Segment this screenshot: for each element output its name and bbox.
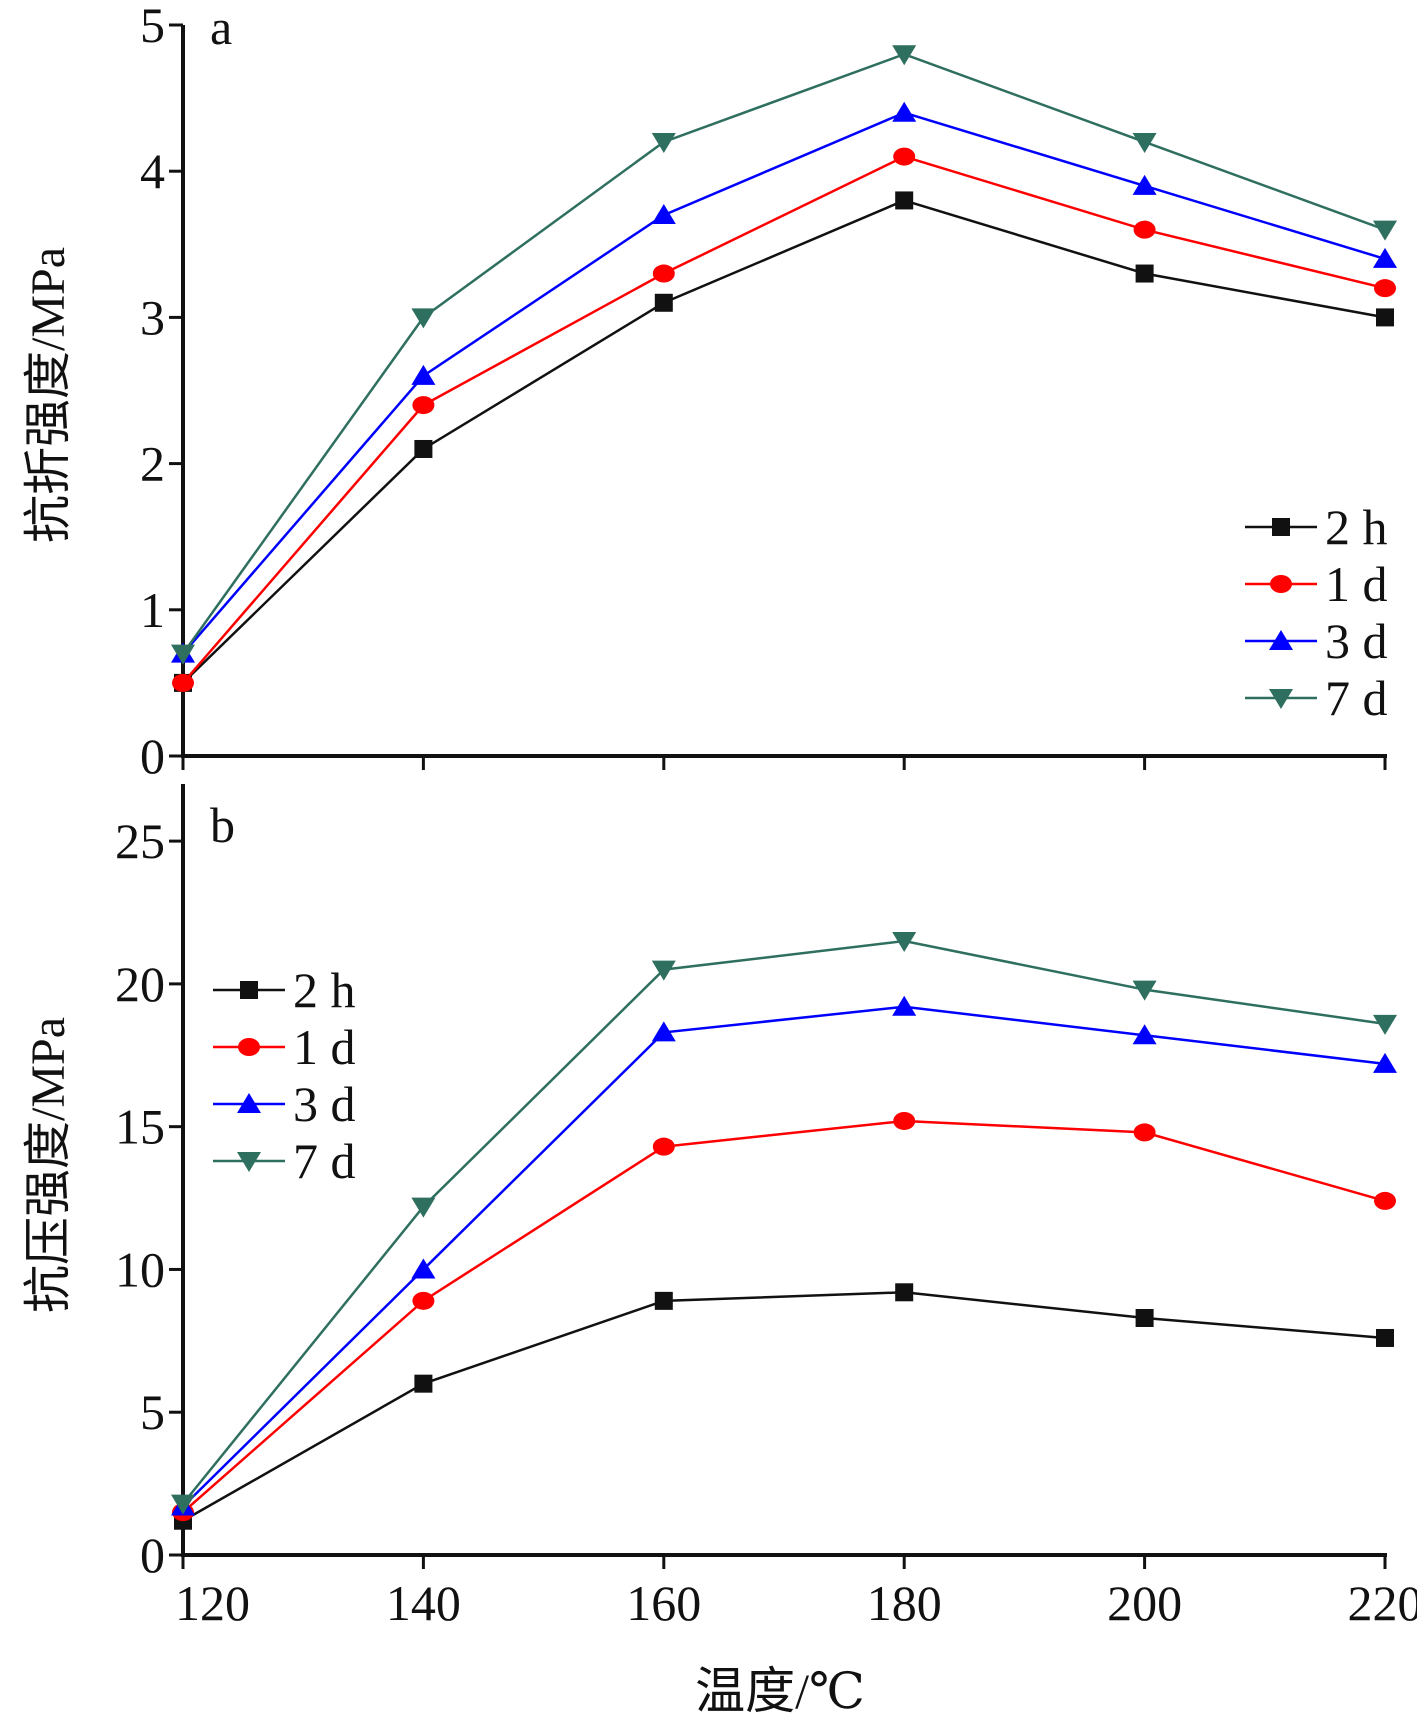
x-tick-label: 180 xyxy=(867,1575,942,1631)
data-point xyxy=(895,1283,913,1301)
legend-item: 2 h xyxy=(1245,499,1388,555)
x-tick-label: 120 xyxy=(175,1575,250,1631)
panel-b-axes: 0 5 10 15 20 25 120 140 160 180 200 220 xyxy=(115,784,1417,1631)
data-point xyxy=(652,133,676,153)
legend-item: 2 h xyxy=(213,962,356,1018)
legend-label: 1 d xyxy=(1325,556,1388,612)
legend-marker xyxy=(1272,518,1290,536)
panel-a-legend: 2 h1 d3 d7 d xyxy=(1245,499,1388,726)
series-line xyxy=(183,157,1385,683)
data-point xyxy=(893,1112,915,1130)
data-point xyxy=(653,265,675,283)
x-tick-label: 220 xyxy=(1348,1575,1417,1631)
panel-b-y-axis-label: 抗压强度/MPa xyxy=(22,1017,75,1313)
data-point xyxy=(1373,248,1397,268)
data-point xyxy=(412,396,434,414)
series-line xyxy=(183,200,1385,682)
data-point xyxy=(172,674,194,692)
data-point xyxy=(655,294,673,312)
legend-label: 2 h xyxy=(293,962,356,1018)
series-2h xyxy=(174,191,1394,691)
x-axis-label: 温度/℃ xyxy=(695,1663,865,1719)
x-tick-label: 200 xyxy=(1107,1575,1182,1631)
legend-item: 1 d xyxy=(213,1019,356,1075)
data-point xyxy=(892,996,916,1016)
data-point xyxy=(653,1138,675,1156)
legend-item: 7 d xyxy=(213,1133,356,1189)
y-tick-label: 4 xyxy=(140,143,165,199)
data-point xyxy=(655,1292,673,1310)
series-1d xyxy=(172,1112,1396,1521)
legend-item: 3 d xyxy=(213,1076,356,1132)
legend-label: 2 h xyxy=(1325,499,1388,555)
data-point xyxy=(1133,175,1157,195)
y-tick-label: 1 xyxy=(140,582,165,638)
y-tick-label: 20 xyxy=(115,956,165,1012)
data-point xyxy=(1373,1015,1397,1035)
legend-label: 7 d xyxy=(293,1133,356,1189)
data-point xyxy=(1134,1123,1156,1141)
panel-b-chart: b 抗压强度/MPa 温度/℃ 0 5 10 15 20 25 120 140 160 180 20… xyxy=(22,784,1417,1719)
series-line xyxy=(183,1292,1385,1520)
data-point xyxy=(1376,1329,1394,1347)
data-point xyxy=(1133,133,1157,153)
data-point xyxy=(414,440,432,458)
y-tick-label: 0 xyxy=(140,1527,165,1583)
data-point xyxy=(411,308,435,328)
panel-a-chart: a 抗折强度/MPa 0 1 2 3 4 5 2 h1 d3 d7 d xyxy=(22,0,1397,784)
series-1d xyxy=(172,148,1396,692)
y-tick-label: 15 xyxy=(115,1099,165,1155)
panel-a-axes: 0 1 2 3 4 5 xyxy=(140,0,1387,784)
data-point xyxy=(893,148,915,166)
x-tick-label: 160 xyxy=(626,1575,701,1631)
y-tick-label: 5 xyxy=(140,1384,165,1440)
data-point xyxy=(1136,1309,1154,1327)
panel-b-legend: 2 h1 d3 d7 d xyxy=(213,962,356,1189)
data-point xyxy=(1374,1192,1396,1210)
y-tick-label: 3 xyxy=(140,289,165,345)
data-point xyxy=(1134,221,1156,239)
data-point xyxy=(411,365,435,385)
legend-marker xyxy=(238,1038,260,1056)
data-point xyxy=(1136,265,1154,283)
y-tick-label: 0 xyxy=(140,728,165,784)
legend-marker xyxy=(1270,575,1292,593)
data-point xyxy=(892,45,916,65)
series-line xyxy=(183,54,1385,653)
x-tick-label: 140 xyxy=(386,1575,461,1631)
legend-label: 3 d xyxy=(1325,613,1388,669)
legend-item: 3 d xyxy=(1245,613,1388,669)
data-point xyxy=(652,204,676,224)
panel-b-label: b xyxy=(210,797,235,853)
legend-label: 3 d xyxy=(293,1076,356,1132)
y-tick-label: 25 xyxy=(115,813,165,869)
panel-a-y-axis-label: 抗折强度/MPa xyxy=(22,247,75,543)
y-tick-label: 2 xyxy=(140,436,165,492)
legend-label: 1 d xyxy=(293,1019,356,1075)
series-line xyxy=(183,1007,1385,1507)
y-tick-label: 5 xyxy=(140,0,165,53)
data-point xyxy=(1376,308,1394,326)
series-3d xyxy=(171,102,1397,663)
data-point xyxy=(414,1375,432,1393)
legend-item: 7 d xyxy=(1245,670,1388,726)
series-2h xyxy=(174,1283,1394,1529)
data-point xyxy=(1374,279,1396,297)
data-point xyxy=(895,191,913,209)
data-point xyxy=(411,1198,435,1218)
series-line xyxy=(183,113,1385,654)
series-7d xyxy=(171,45,1397,664)
legend-item: 1 d xyxy=(1245,556,1388,612)
data-point xyxy=(892,102,916,122)
data-point xyxy=(1373,221,1397,241)
y-tick-label: 10 xyxy=(115,1241,165,1297)
panel-a-label: a xyxy=(210,0,232,55)
legend-marker xyxy=(240,981,258,999)
legend-label: 7 d xyxy=(1325,670,1388,726)
data-point xyxy=(412,1292,434,1310)
series-line xyxy=(183,1121,1385,1512)
